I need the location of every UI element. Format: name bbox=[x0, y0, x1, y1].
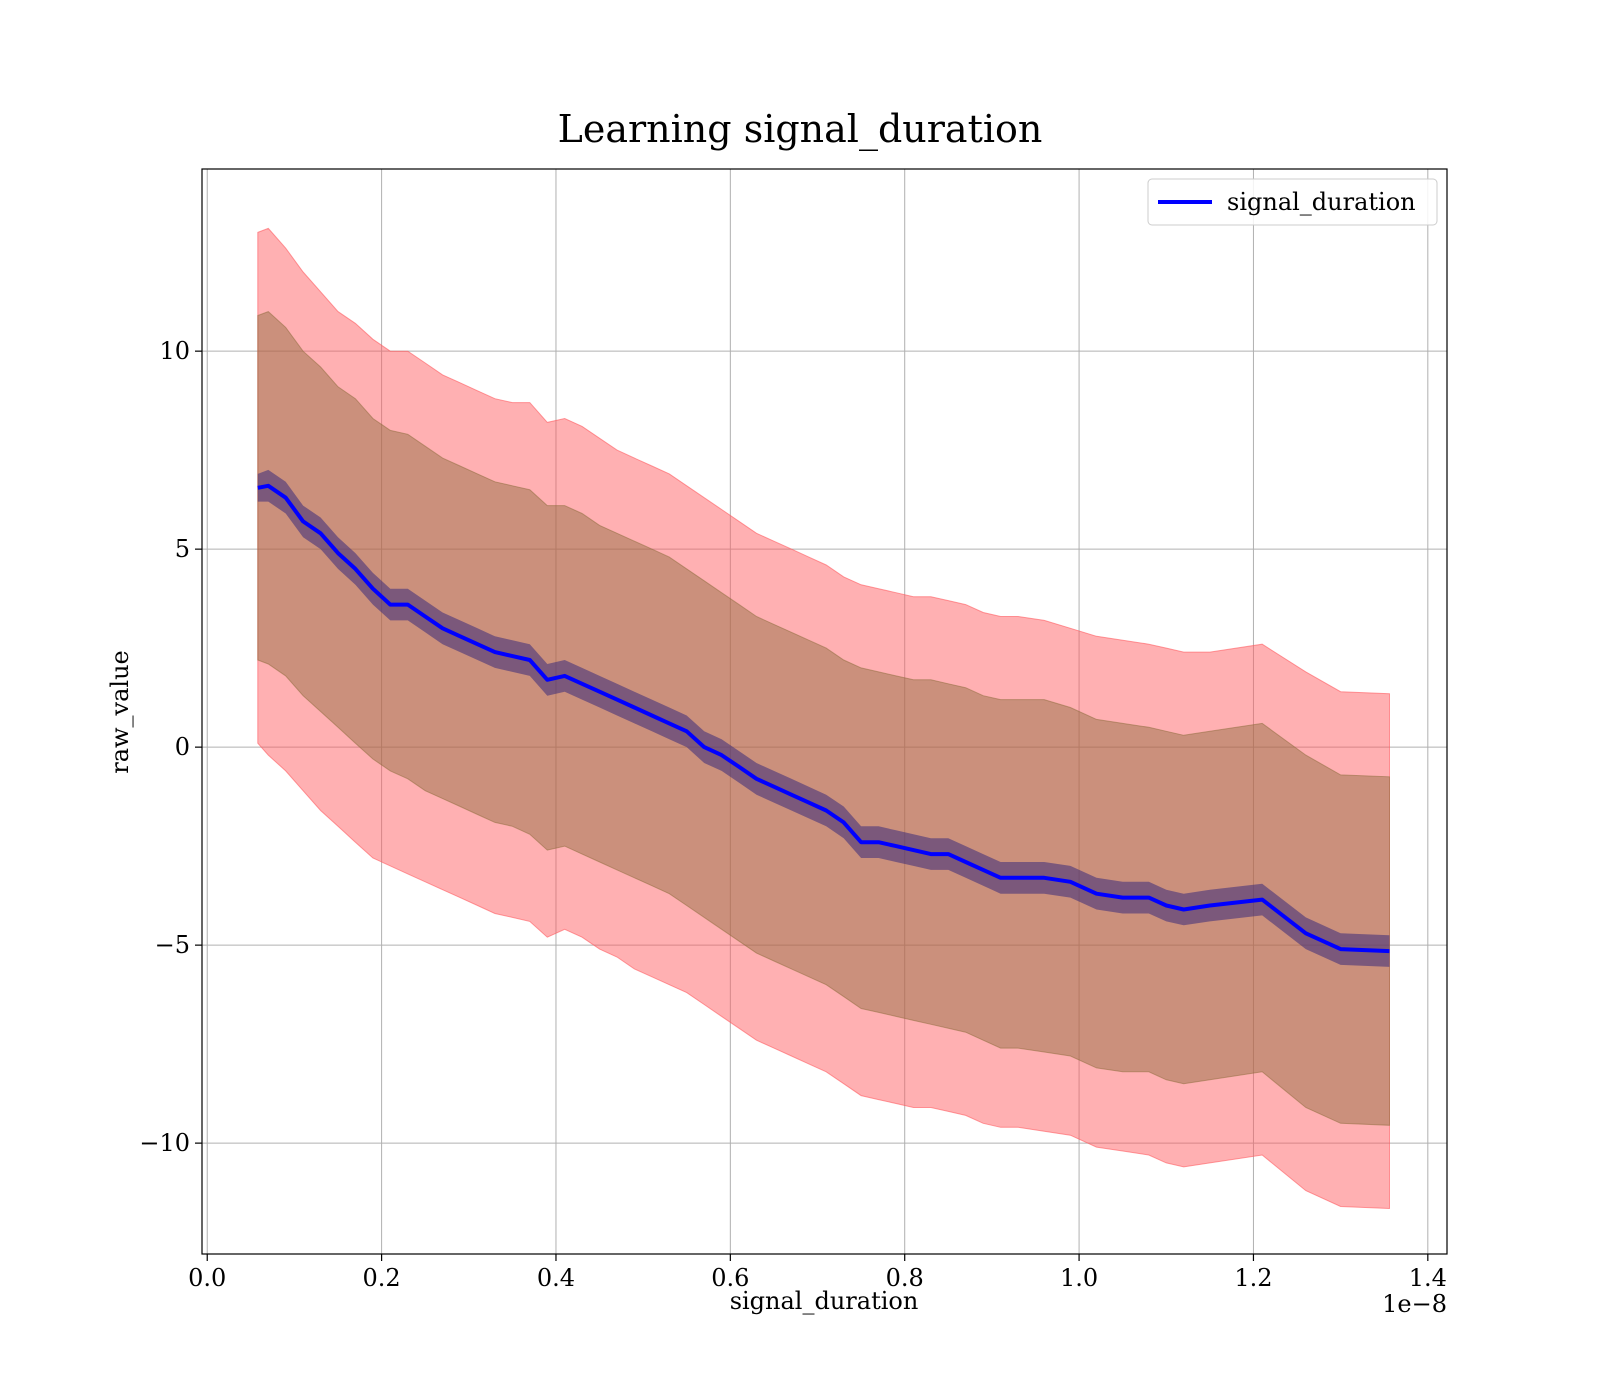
axis-ticks: 0.0 0.2 0.4 0.6 0.8 1.0 1.2 1.4 10 5 0 −5 −10 bbox=[139, 337, 1447, 1292]
x-tick-label: 1.2 bbox=[1234, 1264, 1272, 1292]
x-tick-label: 0.2 bbox=[363, 1264, 401, 1292]
series-line-signal-duration bbox=[257, 483, 1390, 954]
x-tick-label: 0.4 bbox=[537, 1264, 575, 1292]
x-tick-label: 0.6 bbox=[711, 1264, 749, 1292]
x-tick-label: 0.8 bbox=[886, 1264, 924, 1292]
x-tick-label: 1.4 bbox=[1409, 1264, 1447, 1292]
y-tick-label: −10 bbox=[139, 1129, 190, 1157]
x-tick-label: 0.0 bbox=[188, 1264, 226, 1292]
x-axis-label: signal_duration bbox=[730, 1287, 919, 1315]
plot-frame bbox=[201, 168, 1448, 1255]
y-axis-label: raw_value bbox=[106, 650, 134, 774]
y-tick-label: 0 bbox=[175, 733, 190, 761]
confidence-bands bbox=[257, 227, 1390, 1210]
y-tick-label: −5 bbox=[155, 931, 190, 959]
legend-box bbox=[1147, 178, 1438, 226]
y-tick-label: 10 bbox=[159, 337, 190, 365]
legend-entry-signal-duration: signal_duration bbox=[1227, 188, 1416, 216]
x-tick-label: 1.0 bbox=[1060, 1264, 1098, 1292]
chart-title: Learning signal_duration bbox=[558, 107, 1043, 152]
y-tick-label: 5 bbox=[175, 535, 190, 563]
x-offset-label: 1e−8 bbox=[1382, 1290, 1447, 1318]
legend: signal_duration bbox=[1147, 178, 1438, 226]
inner-band bbox=[257, 469, 1390, 967]
middle-band bbox=[257, 311, 1390, 1126]
outer-band bbox=[257, 227, 1390, 1210]
